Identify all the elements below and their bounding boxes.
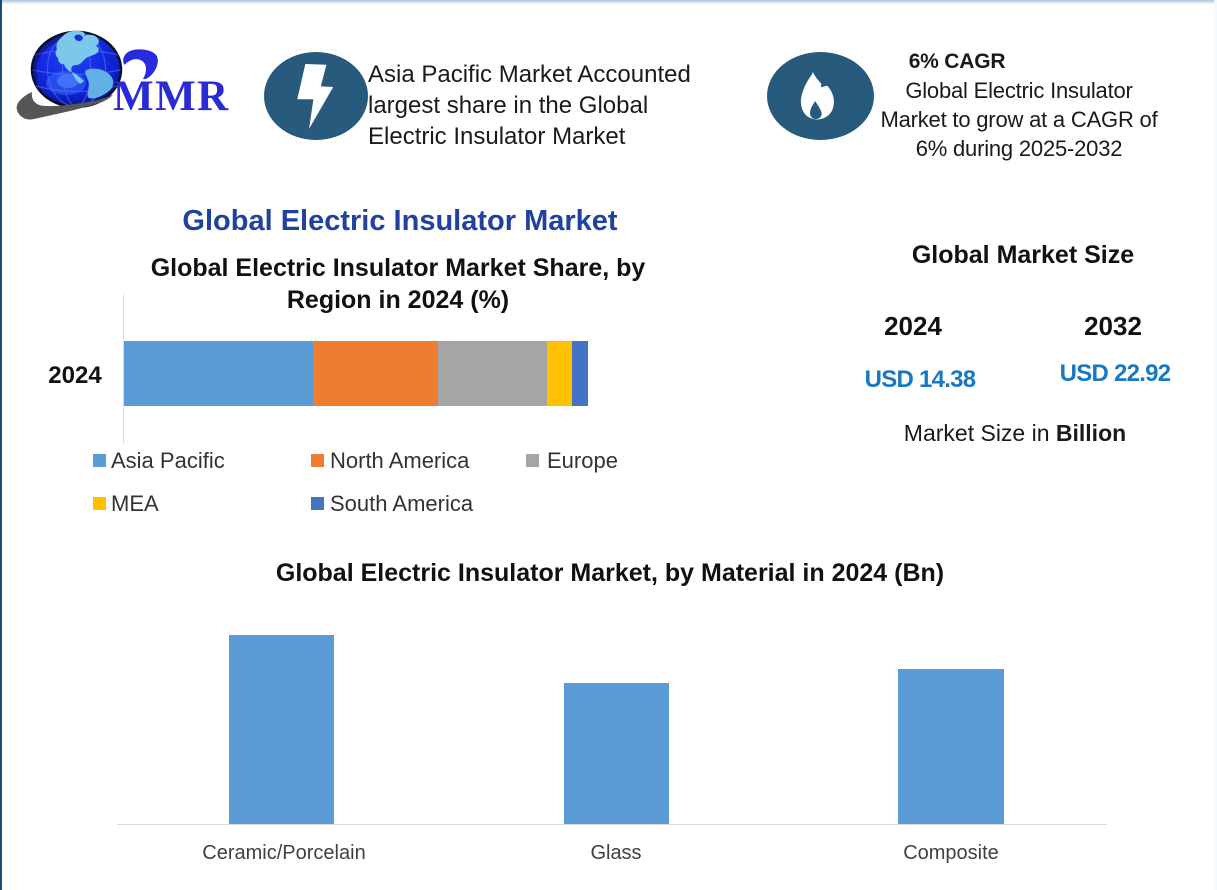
svg-text:MMR: MMR — [113, 73, 230, 120]
